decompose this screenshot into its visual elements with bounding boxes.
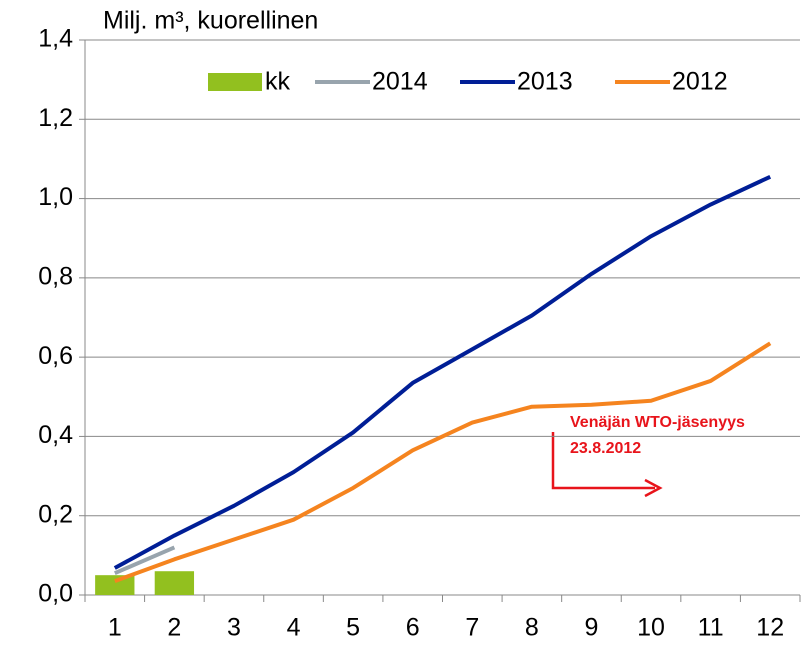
bar: [154, 571, 195, 595]
y-axis-label: Milj. m³, kuorellinen: [103, 7, 318, 35]
y-tick-label: 1,0: [38, 183, 73, 211]
y-tick-label: 0,0: [38, 580, 73, 608]
x-tick-label: 8: [525, 614, 539, 642]
annotation: 23.8.2012: [570, 440, 641, 457]
line: [113, 545, 176, 576]
x-tick-label: 1: [108, 614, 122, 642]
x-tick-label: 9: [585, 614, 599, 642]
legend-label: 2013: [517, 68, 573, 96]
x-tick-label: 6: [406, 614, 420, 642]
x-tick-label: 12: [756, 614, 784, 642]
annotation: Venäjän WTO-jäsenyys: [570, 414, 745, 431]
y-tick-label: 0,2: [38, 500, 73, 528]
bar: [95, 575, 135, 595]
legend-label: kk: [265, 68, 291, 96]
x-tick-label: 2: [167, 614, 181, 642]
y-tick-label: 0,6: [38, 342, 73, 370]
legend-label: 2012: [672, 68, 728, 96]
y-tick-label: 1,4: [38, 25, 73, 53]
y-tick-label: 1,2: [38, 104, 73, 132]
line: [113, 174, 772, 570]
legend-swatch: [208, 73, 262, 91]
legend-label: 2014: [372, 68, 428, 96]
arrow-head: [644, 478, 663, 498]
x-tick-label: 10: [637, 614, 665, 642]
annotation-arrow: [551, 432, 655, 490]
x-tick-label: 5: [346, 614, 360, 642]
x-tick-label: 7: [465, 614, 479, 642]
line: [114, 341, 772, 584]
x-tick-label: 4: [287, 614, 301, 642]
x-tick-label: 3: [227, 614, 241, 642]
y-tick-label: 0,4: [38, 421, 73, 449]
y-tick-label: 0,8: [38, 262, 73, 290]
x-tick-label: 11: [698, 614, 724, 642]
